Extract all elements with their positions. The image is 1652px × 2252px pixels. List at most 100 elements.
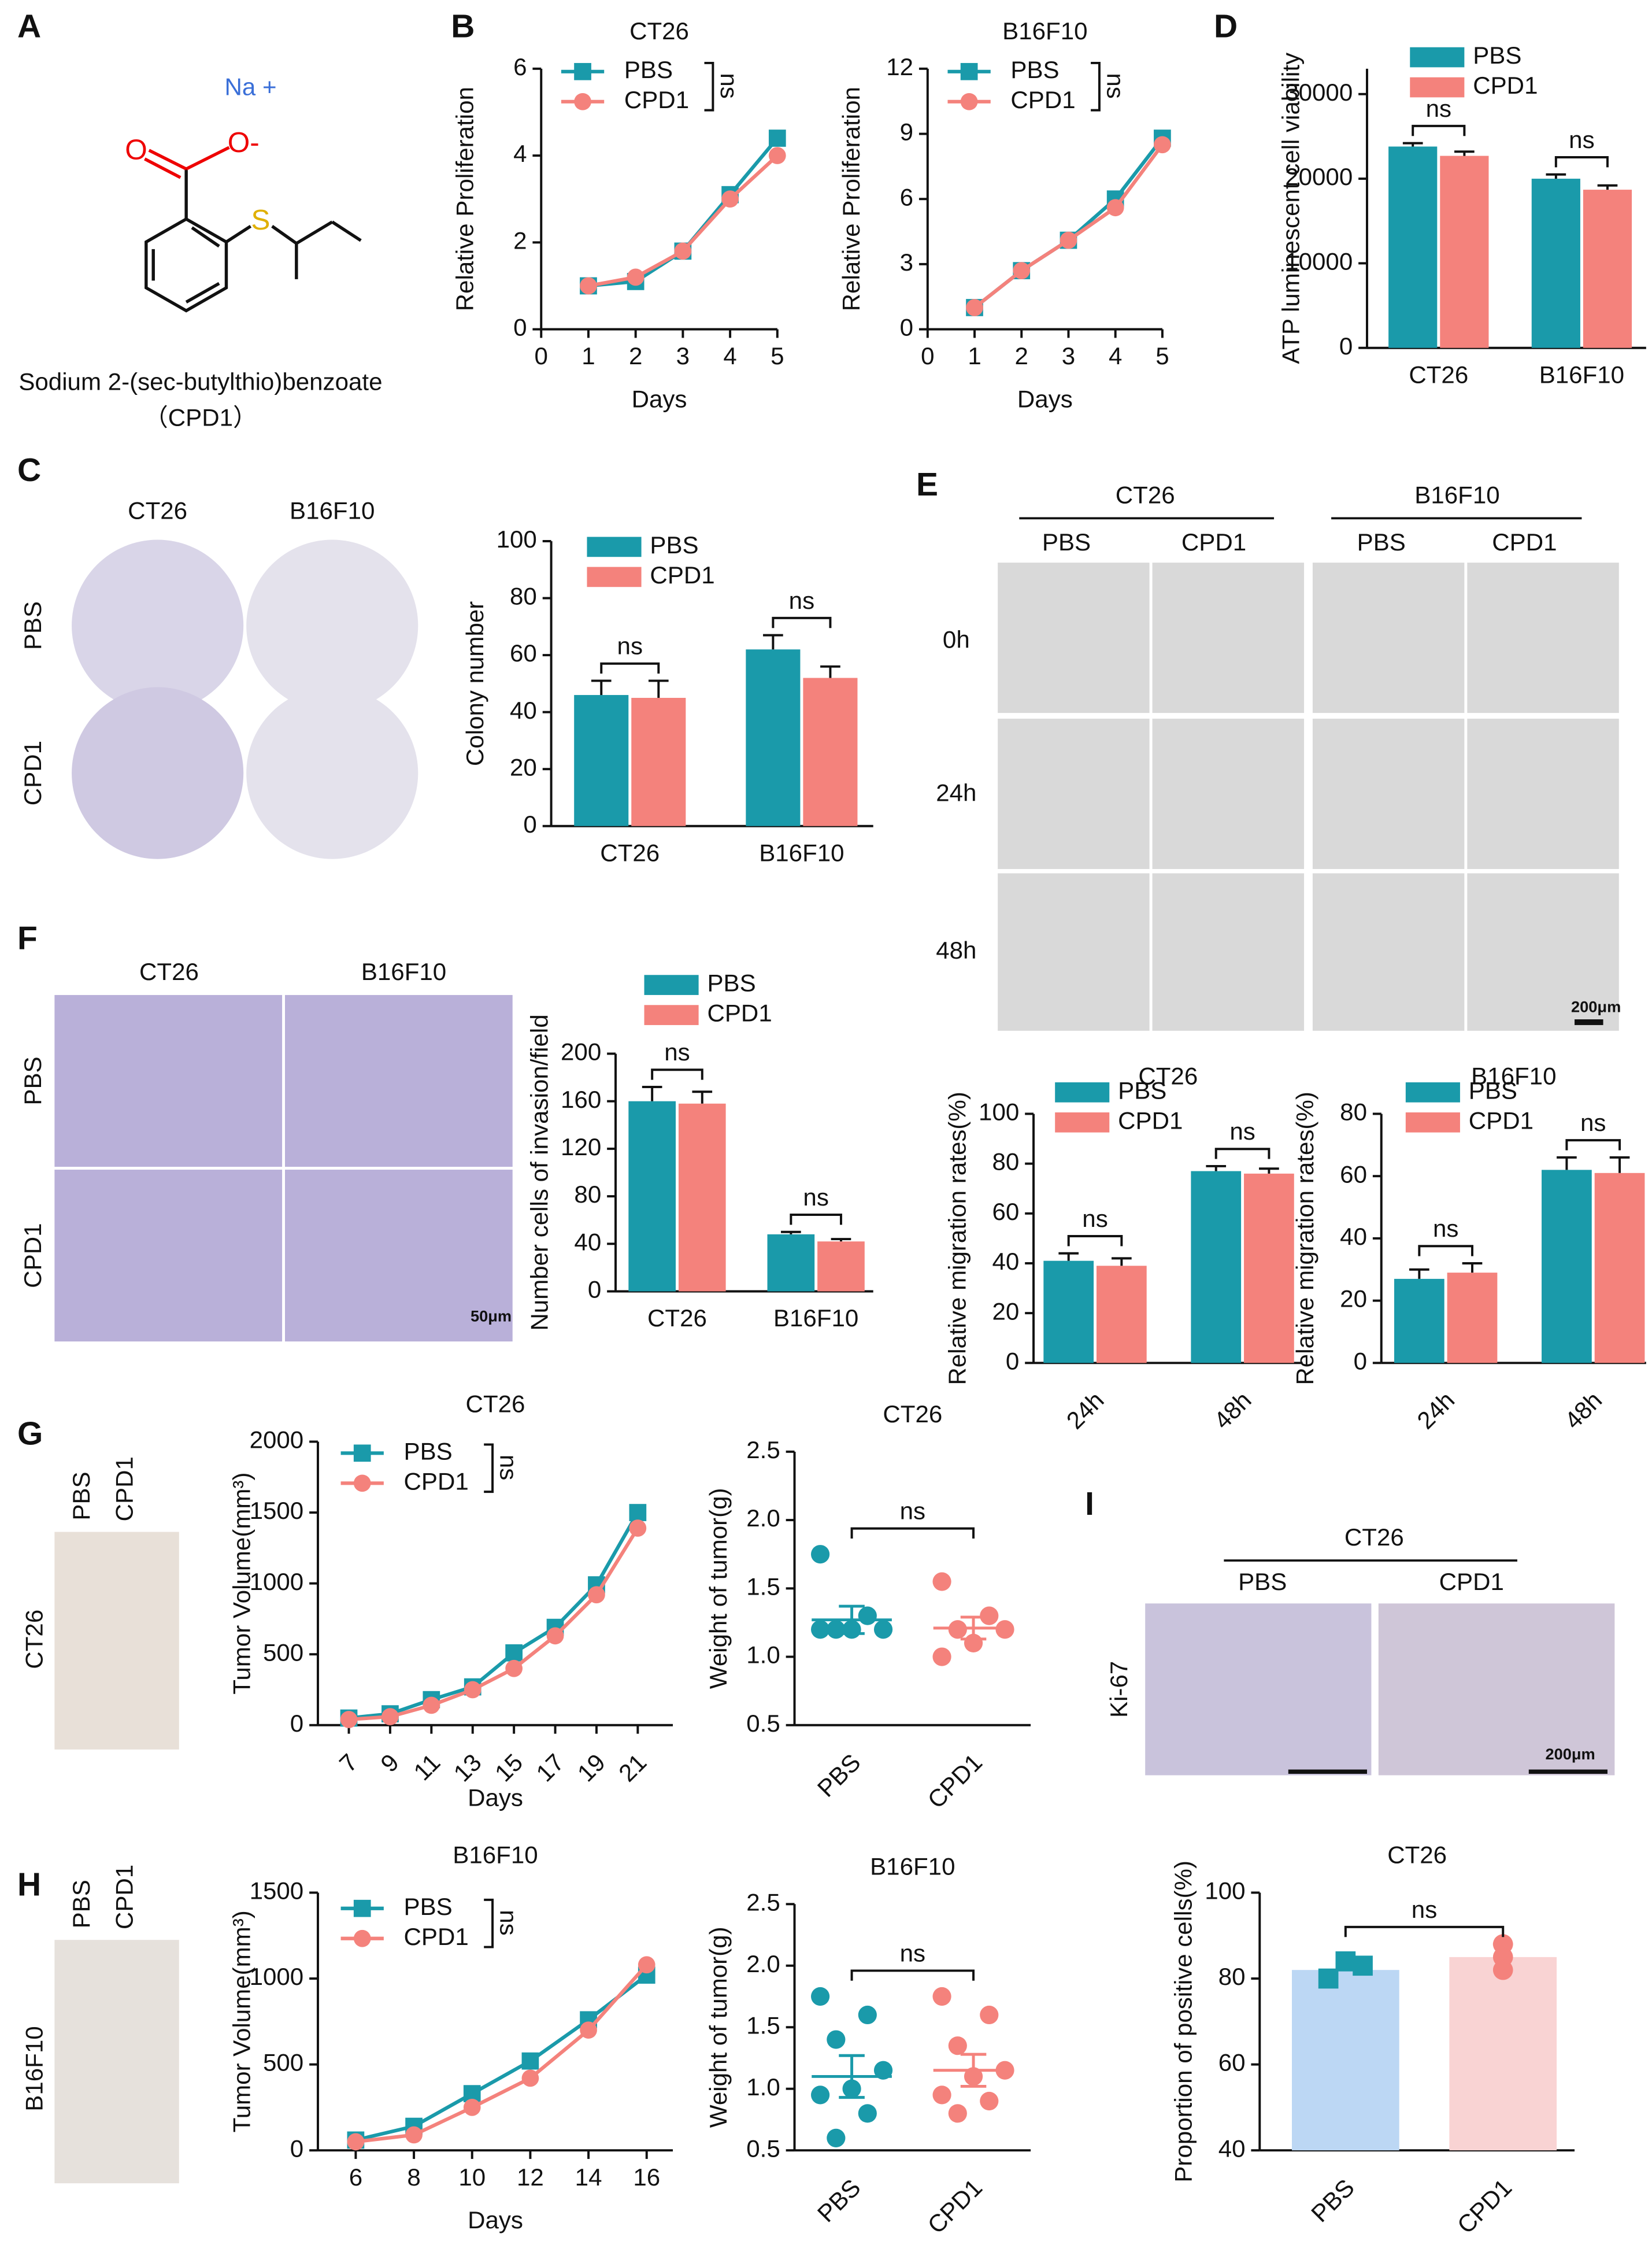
bar [767, 1234, 815, 1292]
photo-label: B16F10 [1414, 481, 1499, 508]
point [811, 1620, 830, 1639]
chart-title: CT26 [1138, 1063, 1198, 1090]
ns-bracket [1554, 156, 1609, 168]
x-tick-label: 0 [535, 342, 548, 369]
x-axis-label: Days [468, 1784, 523, 1811]
y-tick-label: 80 [1340, 1099, 1367, 1126]
annotation: ns [1102, 73, 1129, 98]
photo-label: CPD1 [1181, 528, 1246, 556]
x-tick-label: 5 [771, 342, 784, 369]
y-tick-label: 12 [886, 53, 913, 80]
legend-swatch [1405, 1112, 1460, 1133]
point [811, 2085, 830, 2105]
y-tick-label: 120 [561, 1133, 601, 1160]
annotation: ns [664, 1038, 690, 1066]
legend-marker [353, 1444, 371, 1462]
y-tick-label: 80 [574, 1181, 601, 1208]
x-tick-label: 24h [1412, 1386, 1460, 1434]
y-tick-label: 0 [290, 1710, 303, 1737]
annotation: ns [716, 73, 743, 98]
error-bar [1409, 1268, 1429, 1279]
y-axis-label: Relative Proliferation [838, 87, 865, 311]
series-line [588, 154, 779, 288]
error-bar [839, 2054, 865, 2099]
x-tick-label: 14 [575, 2164, 602, 2191]
x-tick-label: 21 [613, 1748, 651, 1787]
point [966, 299, 983, 316]
y-tick-label: 4 [513, 140, 527, 167]
point [858, 2104, 877, 2123]
legend-swatch [1410, 47, 1465, 68]
bar [1542, 1170, 1592, 1363]
ns-bracket [1418, 1245, 1473, 1256]
y-tick-label: 40 [510, 697, 537, 724]
point [721, 190, 739, 208]
point [629, 1504, 647, 1521]
x-tick-label: PBS [812, 2174, 866, 2228]
y-tick-label: 80 [510, 583, 537, 610]
error-bar [1454, 150, 1475, 156]
x-tick-label: B16F10 [773, 1304, 858, 1332]
y-tick-label: 2.5 [746, 1436, 780, 1463]
y-tick-label: 1.5 [746, 2011, 780, 2039]
point [873, 1620, 893, 1639]
x-tick-label: 10 [458, 2164, 486, 2191]
legend-swatch [1055, 1112, 1110, 1133]
bar [1043, 1260, 1094, 1363]
panel-label: A [17, 8, 41, 45]
legend-label: PBS [1473, 42, 1521, 69]
point [463, 2099, 481, 2116]
y-tick-label: 20000 [1285, 163, 1353, 190]
point [381, 1708, 399, 1725]
point [980, 2005, 999, 2025]
atom-label: O- [228, 127, 260, 158]
error-bar [591, 679, 612, 696]
photo-label: B16F10 [361, 958, 446, 985]
x-tick-label: 24h [1061, 1386, 1109, 1434]
bar [1440, 156, 1489, 348]
tumor-photo [54, 1532, 179, 1750]
legend-label: PBS [1010, 56, 1059, 83]
y-tick-label: 1500 [250, 1877, 304, 1905]
bar [1531, 179, 1580, 348]
point [768, 147, 786, 164]
series-line [588, 137, 779, 288]
y-tick-label: 20 [992, 1297, 1019, 1325]
tumor-photo [54, 1940, 179, 2184]
photo-label: PBS [19, 601, 46, 650]
point [1013, 262, 1031, 279]
ns-bracket [651, 1068, 703, 1080]
scale-label: 50μm [471, 1307, 512, 1325]
point [980, 2091, 999, 2111]
point [505, 1659, 523, 1677]
error-bar [1112, 1257, 1132, 1266]
legend-label: CPD1 [1010, 86, 1075, 113]
legend-label: PBS [650, 531, 698, 559]
annotation: ns [1082, 1205, 1107, 1232]
atom-label: Na + [225, 73, 277, 101]
legend-marker [353, 1474, 371, 1492]
error-bar [692, 1090, 713, 1104]
photo-label: CT26 [1116, 481, 1175, 508]
bar [1449, 1957, 1557, 2151]
photo-label: PBS [19, 1056, 46, 1105]
x-tick-label: PBS [1306, 2174, 1360, 2228]
y-tick-label: 30000 [1285, 79, 1353, 106]
x-axis-label: Days [632, 385, 687, 412]
x-tick-label: 17 [531, 1748, 569, 1787]
photo-label: PBS [68, 1471, 95, 1520]
x-tick-label: CT26 [600, 839, 660, 866]
legend-label: PBS [404, 1893, 453, 1920]
panel-label: E [916, 466, 938, 503]
x-tick-label: 8 [407, 2164, 420, 2191]
series-line [973, 143, 1164, 309]
y-tick-label: 0 [1006, 1347, 1019, 1374]
y-tick-label: 60 [992, 1198, 1019, 1225]
point [521, 2069, 539, 2087]
photo-label: CPD1 [110, 1865, 138, 1929]
legend-label: CPD1 [650, 561, 714, 589]
photo-label: CPD1 [19, 1223, 46, 1288]
annotation: ns [617, 633, 643, 660]
y-tick-label: 2 [513, 227, 527, 254]
